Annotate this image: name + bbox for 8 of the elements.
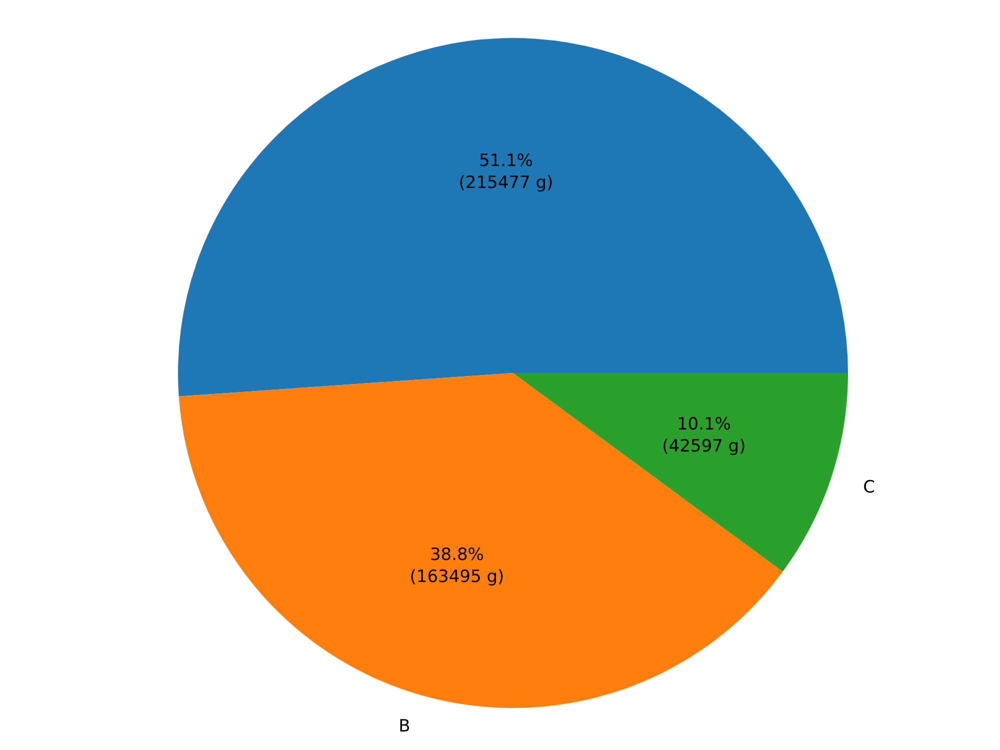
data-label: 51.1% (215477 g) (458, 150, 554, 193)
pie-slice (513, 373, 848, 572)
slice-label: B (398, 716, 410, 737)
data-label: 10.1% (42597 g) (662, 414, 746, 456)
pie-slice (178, 38, 848, 396)
slice-label: C (863, 478, 875, 498)
data-label: 38.8% (163495 g) (410, 544, 504, 587)
pie-slice (178, 373, 783, 708)
